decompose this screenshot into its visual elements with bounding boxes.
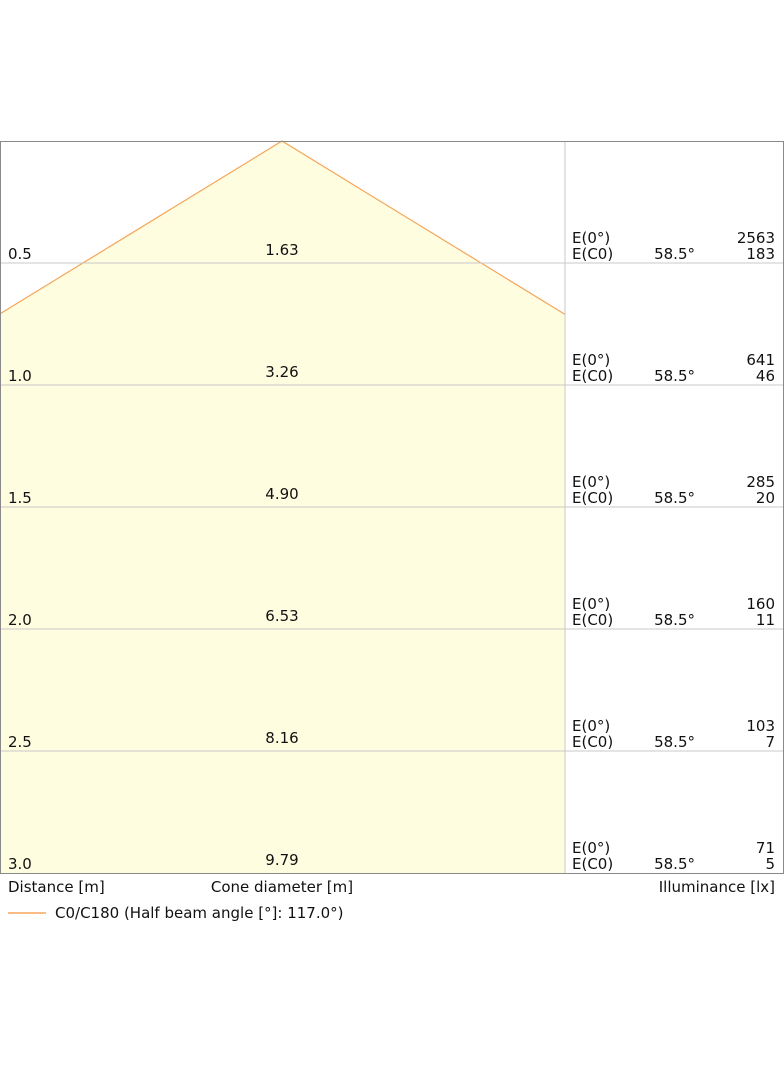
e0-value: 103 (746, 717, 775, 735)
distance-label: 2.0 (8, 611, 32, 629)
cone-diameter-axis-label: Cone diameter [m] (211, 878, 353, 896)
angle-label: 58.5° (654, 733, 695, 751)
cone-diameter-label: 1.63 (265, 241, 298, 259)
cone-diameter-label: 6.53 (265, 607, 298, 625)
angle-label: 58.5° (654, 855, 695, 873)
cone-diameter-label: 3.26 (265, 363, 298, 381)
ec0-label: E(C0) (572, 245, 613, 263)
e0-label: E(0°) (572, 839, 610, 857)
ec0-label: E(C0) (572, 367, 613, 385)
ec0-value: 20 (756, 489, 775, 507)
angle-label: 58.5° (654, 245, 695, 263)
ec0-value: 183 (746, 245, 775, 263)
distance-label: 1.5 (8, 489, 32, 507)
legend-label: C0/C180 (Half beam angle [°]: 117.0°) (55, 904, 344, 922)
angle-label: 58.5° (654, 611, 695, 629)
e0-value: 641 (746, 351, 775, 369)
e0-label: E(0°) (572, 717, 610, 735)
e0-label: E(0°) (572, 473, 610, 491)
angle-label: 58.5° (654, 367, 695, 385)
distance-label: 0.5 (8, 245, 32, 263)
e0-value: 285 (746, 473, 775, 491)
axis-labels: Distance [m] Cone diameter [m] Illuminan… (8, 878, 775, 896)
e0-label: E(0°) (572, 229, 610, 247)
distance-axis-label: Distance [m] (8, 878, 105, 896)
e0-value: 160 (746, 595, 775, 613)
row-3.0: 3.0 9.79 E(0°)E(C0) 58.5° 715 (8, 839, 775, 873)
ec0-label: E(C0) (572, 855, 613, 873)
cone-diameter-label: 9.79 (265, 851, 298, 869)
e0-value: 71 (756, 839, 775, 857)
ec0-value: 5 (765, 855, 775, 873)
grid-layer (0, 141, 784, 874)
distance-label: 2.5 (8, 733, 32, 751)
ec0-label: E(C0) (572, 611, 613, 629)
angle-label: 58.5° (654, 489, 695, 507)
e0-label: E(0°) (572, 351, 610, 369)
illuminance-axis-label: Illuminance [lx] (659, 878, 775, 896)
ec0-value: 11 (756, 611, 775, 629)
ec0-value: 46 (756, 367, 775, 385)
cone-diameter-label: 8.16 (265, 729, 298, 747)
ec0-label: E(C0) (572, 733, 613, 751)
ec0-label: E(C0) (572, 489, 613, 507)
cone-diameter-label: 4.90 (265, 485, 298, 503)
ec0-value: 7 (765, 733, 775, 751)
distance-label: 1.0 (8, 367, 32, 385)
distance-label: 3.0 (8, 855, 32, 873)
e0-value: 2563 (737, 229, 775, 247)
legend: C0/C180 (Half beam angle [°]: 117.0°) (8, 904, 344, 922)
e0-label: E(0°) (572, 595, 610, 613)
